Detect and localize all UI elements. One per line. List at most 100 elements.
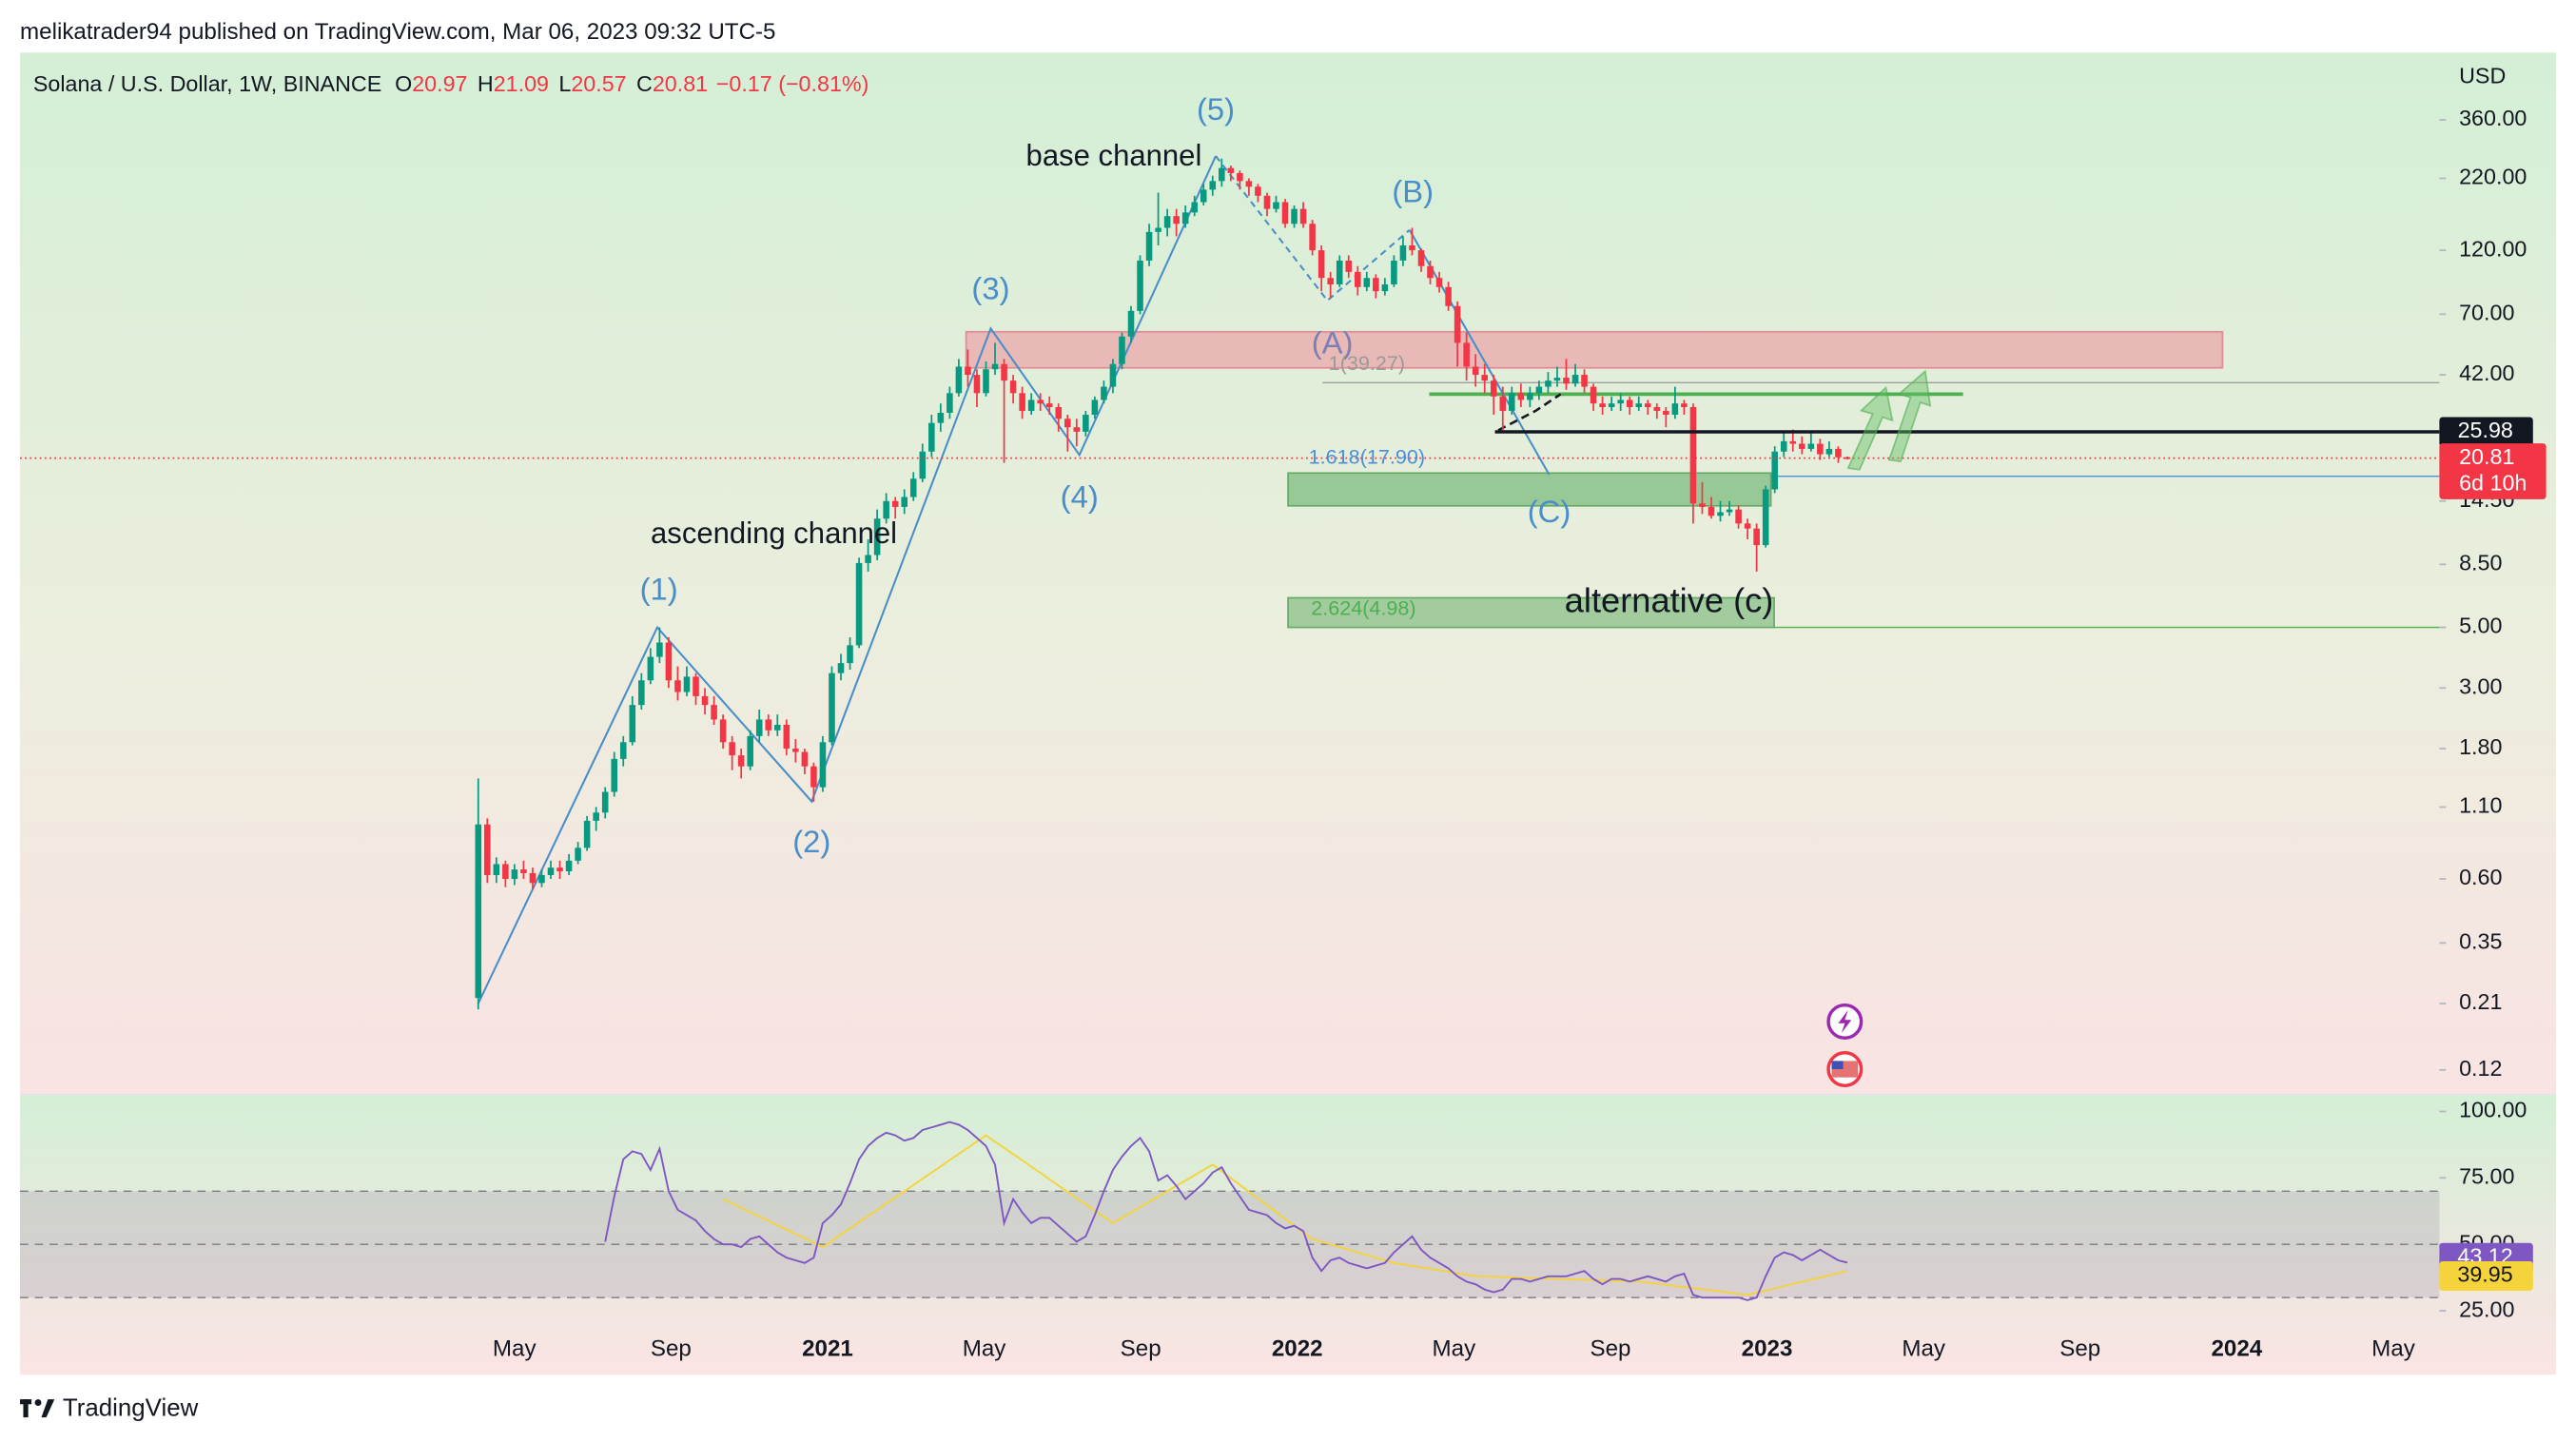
- candle-body: [1409, 245, 1415, 251]
- y-tick-label: 75.00: [2459, 1163, 2514, 1188]
- target-zone: [1287, 596, 1775, 629]
- annotation: 1.618(17.90): [1309, 444, 1425, 468]
- candle-body: [1345, 260, 1353, 272]
- candle-body: [1617, 399, 1624, 404]
- x-tick-label: 2023: [1742, 1336, 1793, 1362]
- annotation: base channel: [1026, 139, 1202, 172]
- published-note: melikatrader94 published on TradingView.…: [20, 19, 775, 45]
- candle-body: [1101, 386, 1107, 400]
- candle-body: [909, 478, 917, 497]
- level-tag: [2439, 417, 2533, 447]
- candle-body: [765, 719, 772, 731]
- x-tick-label: Sep: [651, 1336, 692, 1362]
- candle-body: [1155, 227, 1161, 232]
- candle-body: [755, 719, 763, 736]
- candle-body: [638, 680, 645, 706]
- candle-body: [1726, 509, 1733, 513]
- candle-body: [1001, 363, 1007, 381]
- forecast-arrow: [1846, 385, 1894, 471]
- annotation: 2.624(4.98): [1311, 595, 1415, 619]
- x-tick-label: May: [2371, 1336, 2416, 1362]
- annotation: (1): [640, 571, 678, 606]
- rsi-line: [722, 1134, 1848, 1296]
- countdown: 6d 10h: [2459, 470, 2527, 495]
- candle-body: [520, 869, 527, 873]
- annotation: (5): [1197, 91, 1235, 127]
- candle-body: [737, 755, 745, 767]
- annotation: (C): [1528, 494, 1571, 529]
- y-tick-label: 0.35: [2459, 928, 2502, 953]
- x-tick-label: 2021: [802, 1336, 853, 1362]
- forecast-arrow: [1887, 369, 1932, 463]
- candle-body: [1644, 403, 1651, 407]
- rsi-tag: [2439, 1260, 2533, 1292]
- candle-body: [1753, 528, 1760, 546]
- candle-body: [1073, 427, 1081, 432]
- candle-body: [1019, 393, 1025, 411]
- candle-body: [965, 366, 971, 376]
- candle-body: [1517, 393, 1525, 400]
- candle-body: [1825, 448, 1833, 455]
- candle-body: [946, 393, 953, 413]
- candle-body: [1336, 260, 1343, 284]
- candle-body: [1454, 305, 1461, 343]
- ohlc-value: 20.57: [571, 71, 626, 96]
- y-tick-label: 1.10: [2459, 793, 2502, 818]
- candle-body: [1009, 380, 1017, 394]
- candle-body: [1844, 457, 1851, 459]
- candle-body: [1145, 231, 1153, 261]
- candle-body: [1545, 380, 1551, 387]
- supply-zone: [965, 330, 2224, 369]
- candle-body: [575, 848, 581, 861]
- event-icon: [1838, 1009, 1852, 1034]
- candle-body: [619, 742, 627, 759]
- x-tick-label: May: [963, 1336, 1007, 1362]
- candle-body: [1780, 440, 1787, 452]
- candle-body: [1237, 172, 1243, 182]
- event-icon: [1831, 1061, 1844, 1070]
- annotation: ascending channel: [651, 516, 897, 550]
- candle-body: [1689, 406, 1697, 504]
- candle-body: [1209, 181, 1217, 190]
- x-tick-label: May: [1902, 1336, 1946, 1362]
- annotation: (A): [1312, 324, 1354, 360]
- symbol-title: Solana / U.S. Dollar, 1W, BINANCE: [33, 71, 381, 96]
- candle-body: [1299, 208, 1307, 224]
- candle-body: [1263, 195, 1271, 209]
- candle-body: [837, 663, 845, 673]
- candle-body: [1789, 440, 1797, 444]
- candle-body: [829, 672, 835, 743]
- candle-body: [810, 766, 817, 788]
- candle-body: [1735, 509, 1742, 524]
- candle-body: [674, 680, 681, 692]
- candle-body: [1399, 245, 1407, 261]
- legend: Solana / U.S. Dollar, 1W, BINANCE O20.97 H…: [33, 71, 869, 96]
- ohlc-label: L: [558, 71, 571, 96]
- candle-body: [1653, 406, 1661, 411]
- y-tick-label: 100.00: [2459, 1098, 2527, 1122]
- y-tick-label: 70.00: [2459, 301, 2514, 325]
- y-tick-label: 0.60: [2459, 865, 2502, 889]
- candle-body: [1762, 489, 1769, 546]
- annotation: (4): [1061, 479, 1099, 515]
- candle-body: [1681, 403, 1688, 407]
- candle-body: [865, 555, 871, 563]
- y-tick-label: 0.12: [2459, 1056, 2502, 1081]
- ohlc-value: 20.81: [653, 71, 708, 96]
- candle-body: [1571, 375, 1579, 384]
- candle-body: [919, 451, 927, 479]
- candle-body: [1699, 503, 1706, 507]
- candle-body: [565, 860, 573, 872]
- annotation: 1(39.27): [1329, 351, 1405, 375]
- candle-body: [1835, 448, 1842, 458]
- candle-body: [511, 869, 518, 880]
- candle-body: [593, 812, 599, 821]
- y-tick-label: 220.00: [2459, 165, 2527, 189]
- candle-body: [719, 719, 727, 743]
- candle-body: [1535, 386, 1543, 394]
- candle-body: [1083, 415, 1089, 432]
- x-tick-label: May: [1433, 1336, 1477, 1362]
- x-tick-label: Sep: [2059, 1336, 2100, 1362]
- candle-body: [1608, 403, 1615, 407]
- candle-body: [1509, 393, 1515, 411]
